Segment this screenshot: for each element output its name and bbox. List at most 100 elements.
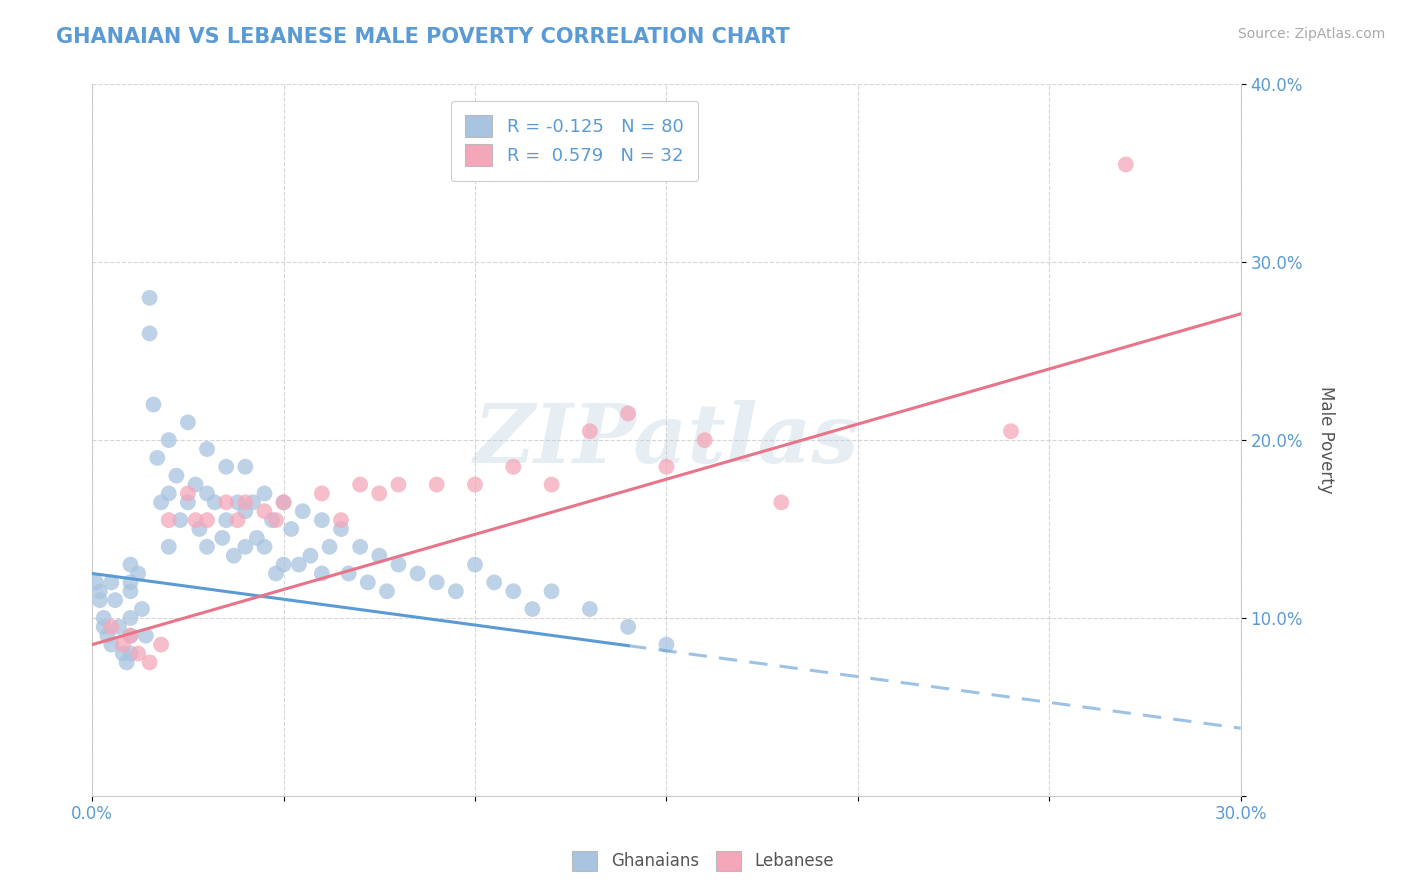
Y-axis label: Male Poverty: Male Poverty bbox=[1317, 386, 1334, 494]
Point bbox=[89, 584, 111, 599]
Point bbox=[157, 433, 180, 447]
Point bbox=[226, 495, 249, 509]
Point bbox=[177, 486, 200, 500]
Point bbox=[253, 486, 276, 500]
Point bbox=[280, 522, 302, 536]
Point bbox=[146, 450, 169, 465]
Point bbox=[349, 540, 371, 554]
Point bbox=[115, 656, 138, 670]
Point bbox=[177, 495, 200, 509]
Point bbox=[482, 575, 505, 590]
Point bbox=[693, 433, 716, 447]
Point bbox=[273, 495, 295, 509]
Point bbox=[770, 495, 793, 509]
Point bbox=[1000, 424, 1022, 438]
Point bbox=[253, 504, 276, 518]
Point bbox=[195, 442, 218, 456]
Point bbox=[246, 531, 269, 545]
Point bbox=[184, 477, 207, 491]
Point bbox=[120, 647, 142, 661]
Point bbox=[104, 593, 127, 607]
Point bbox=[318, 540, 340, 554]
Point bbox=[100, 638, 122, 652]
Point bbox=[120, 558, 142, 572]
Point bbox=[579, 424, 602, 438]
Point bbox=[233, 540, 256, 554]
Point bbox=[273, 495, 295, 509]
Point bbox=[195, 486, 218, 500]
Point bbox=[215, 459, 238, 474]
Point bbox=[502, 459, 524, 474]
Point bbox=[120, 575, 142, 590]
Point bbox=[93, 620, 115, 634]
Point bbox=[138, 326, 160, 341]
Point bbox=[100, 620, 122, 634]
Point bbox=[184, 513, 207, 527]
Point bbox=[288, 558, 311, 572]
Point bbox=[96, 629, 118, 643]
Point bbox=[311, 566, 333, 581]
Point bbox=[464, 477, 486, 491]
Point bbox=[120, 629, 142, 643]
Point bbox=[387, 558, 409, 572]
Point bbox=[211, 531, 233, 545]
Point bbox=[655, 459, 678, 474]
Text: ZIPatlas: ZIPatlas bbox=[474, 401, 859, 480]
Point bbox=[502, 584, 524, 599]
Point bbox=[464, 558, 486, 572]
Point bbox=[84, 575, 107, 590]
Point bbox=[242, 495, 264, 509]
Point bbox=[579, 602, 602, 616]
Point bbox=[291, 504, 314, 518]
Point bbox=[273, 558, 295, 572]
Point bbox=[120, 629, 142, 643]
Point bbox=[157, 513, 180, 527]
Text: Source: ZipAtlas.com: Source: ZipAtlas.com bbox=[1237, 27, 1385, 41]
Point bbox=[330, 513, 353, 527]
Point bbox=[226, 513, 249, 527]
Point bbox=[93, 611, 115, 625]
Point bbox=[135, 629, 157, 643]
Point bbox=[368, 549, 391, 563]
Point bbox=[177, 415, 200, 429]
Point bbox=[349, 477, 371, 491]
Point bbox=[188, 522, 211, 536]
Legend: Ghanaians, Lebanese: Ghanaians, Lebanese bbox=[564, 842, 842, 880]
Point bbox=[222, 549, 245, 563]
Point bbox=[204, 495, 226, 509]
Point bbox=[157, 486, 180, 500]
Point bbox=[426, 477, 449, 491]
Point bbox=[195, 540, 218, 554]
Point bbox=[406, 566, 429, 581]
Text: GHANAIAN VS LEBANESE MALE POVERTY CORRELATION CHART: GHANAIAN VS LEBANESE MALE POVERTY CORREL… bbox=[56, 27, 790, 46]
Point bbox=[357, 575, 380, 590]
Point bbox=[89, 593, 111, 607]
Point bbox=[311, 513, 333, 527]
Point bbox=[264, 566, 287, 581]
Point bbox=[142, 398, 165, 412]
Point bbox=[233, 459, 256, 474]
Point bbox=[138, 291, 160, 305]
Point bbox=[127, 647, 149, 661]
Point bbox=[233, 495, 256, 509]
Point bbox=[387, 477, 409, 491]
Point bbox=[368, 486, 391, 500]
Point bbox=[540, 477, 562, 491]
Point bbox=[150, 495, 173, 509]
Point bbox=[233, 504, 256, 518]
Point bbox=[330, 522, 353, 536]
Point bbox=[522, 602, 544, 616]
Point bbox=[264, 513, 287, 527]
Point bbox=[120, 611, 142, 625]
Point bbox=[299, 549, 322, 563]
Point bbox=[655, 638, 678, 652]
Point bbox=[375, 584, 398, 599]
Point bbox=[195, 513, 218, 527]
Point bbox=[617, 620, 640, 634]
Point bbox=[150, 638, 173, 652]
Point bbox=[1115, 157, 1137, 171]
Point bbox=[157, 540, 180, 554]
Point bbox=[111, 647, 134, 661]
Point bbox=[108, 620, 131, 634]
Point bbox=[617, 406, 640, 420]
